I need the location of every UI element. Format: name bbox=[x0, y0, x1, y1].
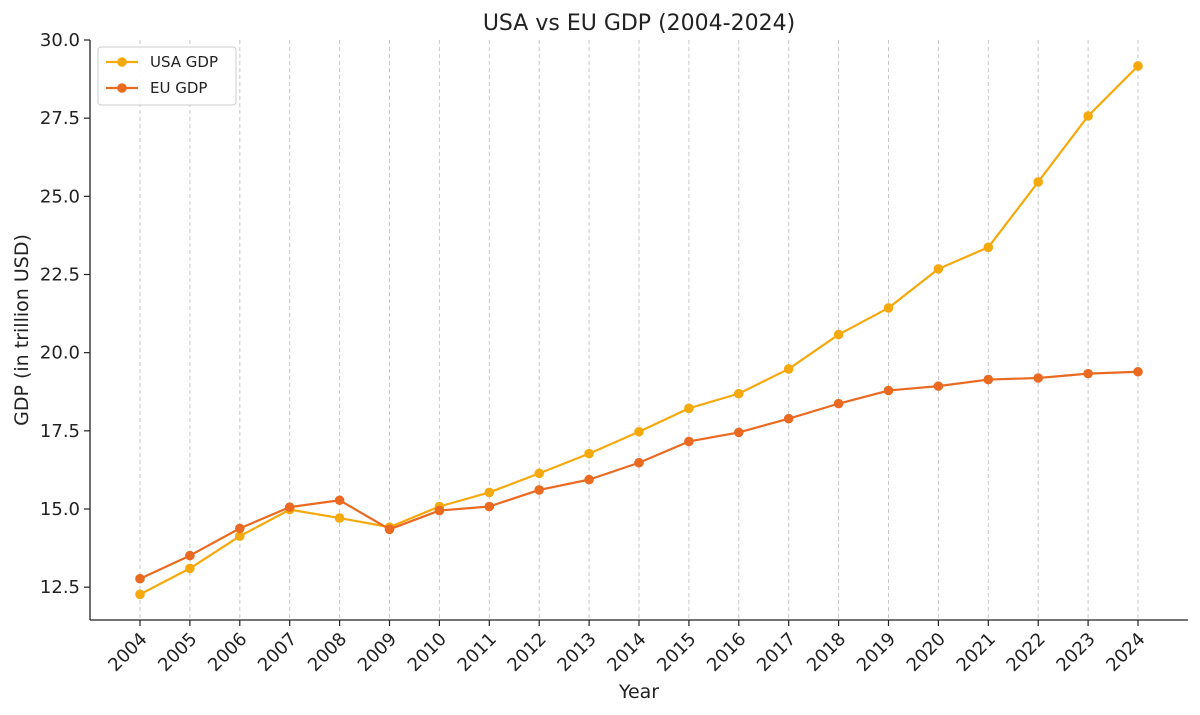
x-tick-label: 2017 bbox=[753, 629, 800, 676]
data-point bbox=[1133, 366, 1143, 377]
x-tick-label: 2018 bbox=[803, 629, 850, 676]
data-point bbox=[783, 364, 794, 374]
x-tick-label: 2015 bbox=[653, 629, 700, 676]
data-point bbox=[684, 403, 694, 414]
data-point bbox=[235, 531, 245, 542]
data-point bbox=[1033, 373, 1043, 383]
data-point bbox=[734, 427, 744, 438]
x-tick-label: 2019 bbox=[853, 629, 900, 676]
data-point bbox=[185, 563, 195, 574]
x-tick-label: 2009 bbox=[354, 629, 401, 676]
y-tick-label: 17.5 bbox=[40, 421, 80, 442]
data-point bbox=[684, 436, 694, 447]
data-point bbox=[334, 513, 345, 523]
x-tick-label: 2023 bbox=[1052, 629, 1099, 676]
series-group bbox=[135, 61, 1143, 600]
data-point bbox=[833, 329, 844, 340]
data-point bbox=[883, 303, 894, 313]
y-tick-label: 15.0 bbox=[40, 499, 80, 520]
x-tick-label: 2007 bbox=[254, 629, 301, 676]
x-tick-label: 2020 bbox=[903, 629, 950, 676]
data-point bbox=[235, 523, 245, 534]
data-point bbox=[1033, 177, 1043, 187]
y-axis-label: GDP (in trillion USD) bbox=[11, 234, 33, 426]
x-tick-label: 2005 bbox=[154, 629, 201, 676]
y-tick-label: 25.0 bbox=[40, 186, 80, 207]
data-point bbox=[1083, 368, 1093, 379]
legend-label: EU GDP bbox=[150, 79, 207, 97]
legend-marker bbox=[117, 83, 127, 93]
data-point bbox=[284, 502, 295, 512]
x-axis-label: Year bbox=[618, 681, 659, 703]
x-tick-label: 2014 bbox=[603, 629, 650, 676]
x-tick-label: 2013 bbox=[553, 629, 600, 676]
data-point bbox=[584, 448, 594, 459]
x-ticks: 2004 2005 2006 2007 2008 2009 2010 2011 2012 2013… bbox=[104, 620, 1150, 676]
data-point bbox=[434, 505, 445, 516]
legend-label: USA GDP bbox=[150, 53, 218, 71]
y-ticks: 12.5 15.0 17.5 20.0 22.5 25.0 27.5 30.0 bbox=[40, 30, 90, 598]
data-point bbox=[135, 573, 145, 584]
data-point bbox=[1083, 111, 1093, 121]
data-point bbox=[783, 413, 794, 424]
x-tick-label: 2016 bbox=[703, 629, 750, 676]
y-tick-label: 12.5 bbox=[40, 577, 80, 598]
x-tick-label: 2021 bbox=[953, 629, 1000, 676]
data-point bbox=[734, 388, 744, 399]
data-point bbox=[634, 426, 644, 437]
data-point bbox=[534, 485, 544, 495]
data-point bbox=[883, 385, 894, 396]
x-tick-label: 2011 bbox=[454, 629, 501, 676]
data-point bbox=[933, 264, 944, 274]
data-point bbox=[634, 457, 644, 468]
data-point bbox=[1133, 61, 1143, 71]
x-tick-label: 2024 bbox=[1102, 629, 1149, 676]
y-tick-label: 30.0 bbox=[40, 30, 80, 51]
y-tick-label: 22.5 bbox=[40, 265, 80, 286]
x-tick-label: 2010 bbox=[404, 629, 451, 676]
data-point bbox=[983, 242, 994, 253]
data-point bbox=[334, 495, 345, 506]
data-point bbox=[833, 398, 844, 409]
y-tick-label: 20.0 bbox=[40, 343, 80, 364]
x-tick-label: 2006 bbox=[204, 629, 251, 676]
x-tick-label: 2012 bbox=[503, 629, 550, 676]
data-point bbox=[534, 468, 544, 479]
data-point bbox=[933, 381, 944, 391]
x-tick-label: 2008 bbox=[304, 629, 351, 676]
data-point bbox=[484, 501, 495, 512]
chart-title: USA vs EU GDP (2004-2024) bbox=[483, 11, 795, 36]
data-point bbox=[135, 589, 145, 600]
data-point bbox=[584, 474, 594, 485]
x-tick-label: 2022 bbox=[1002, 629, 1049, 676]
data-point bbox=[484, 487, 495, 498]
data-point bbox=[185, 550, 195, 561]
legend-marker bbox=[117, 57, 127, 67]
data-point bbox=[983, 374, 994, 385]
x-tick-label: 2004 bbox=[104, 629, 151, 676]
grid-lines bbox=[139, 40, 1139, 620]
y-tick-label: 27.5 bbox=[40, 108, 80, 129]
data-point bbox=[384, 524, 395, 535]
legend: USA GDP EU GDP bbox=[97, 46, 237, 106]
